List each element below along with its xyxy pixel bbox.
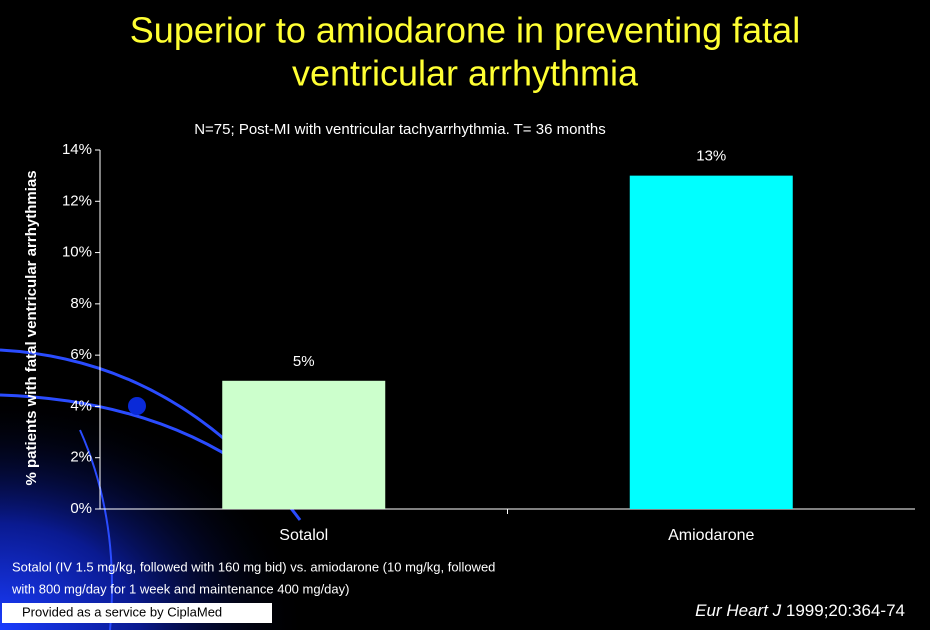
y-tick-label: 0% — [70, 500, 92, 517]
y-tick-label: 12% — [62, 192, 92, 209]
y-tick-label: 8% — [70, 295, 92, 312]
subtitle: N=75; Post-MI with ventricular tachyarrh… — [194, 121, 606, 138]
title-line: ventricular arrhythmia — [292, 53, 639, 94]
footnote-line: with 800 mg/day for 1 week and maintenan… — [11, 581, 349, 596]
bar — [222, 380, 386, 509]
bar — [629, 175, 793, 509]
x-tick-label: Sotalol — [279, 527, 328, 544]
y-tick-label: 14% — [62, 141, 92, 158]
provider-box — [2, 603, 272, 623]
value-label: 5% — [293, 353, 315, 370]
footnote-line: Sotalol (IV 1.5 mg/kg, followed with 160… — [12, 559, 495, 574]
y-tick-label: 10% — [62, 244, 92, 261]
y-tick-label: 4% — [70, 397, 92, 414]
y-tick-label: 6% — [70, 346, 92, 363]
citation: Eur Heart J 1999;20:364-74 — [695, 601, 905, 620]
citation-journal: Eur Heart J — [695, 601, 781, 620]
value-label: 13% — [696, 148, 726, 165]
y-tick-label: 2% — [70, 449, 92, 466]
x-tick-label: Amiodarone — [668, 527, 754, 544]
decor-dot — [128, 397, 146, 415]
title-line: Superior to amiodarone in preventing fat… — [130, 10, 800, 51]
citation-details: 1999;20:364-74 — [781, 601, 905, 620]
y-axis-label: % patients with fatal ventricular arrhyt… — [23, 170, 40, 485]
provider: Provided as a service by CiplaMed — [22, 604, 222, 619]
